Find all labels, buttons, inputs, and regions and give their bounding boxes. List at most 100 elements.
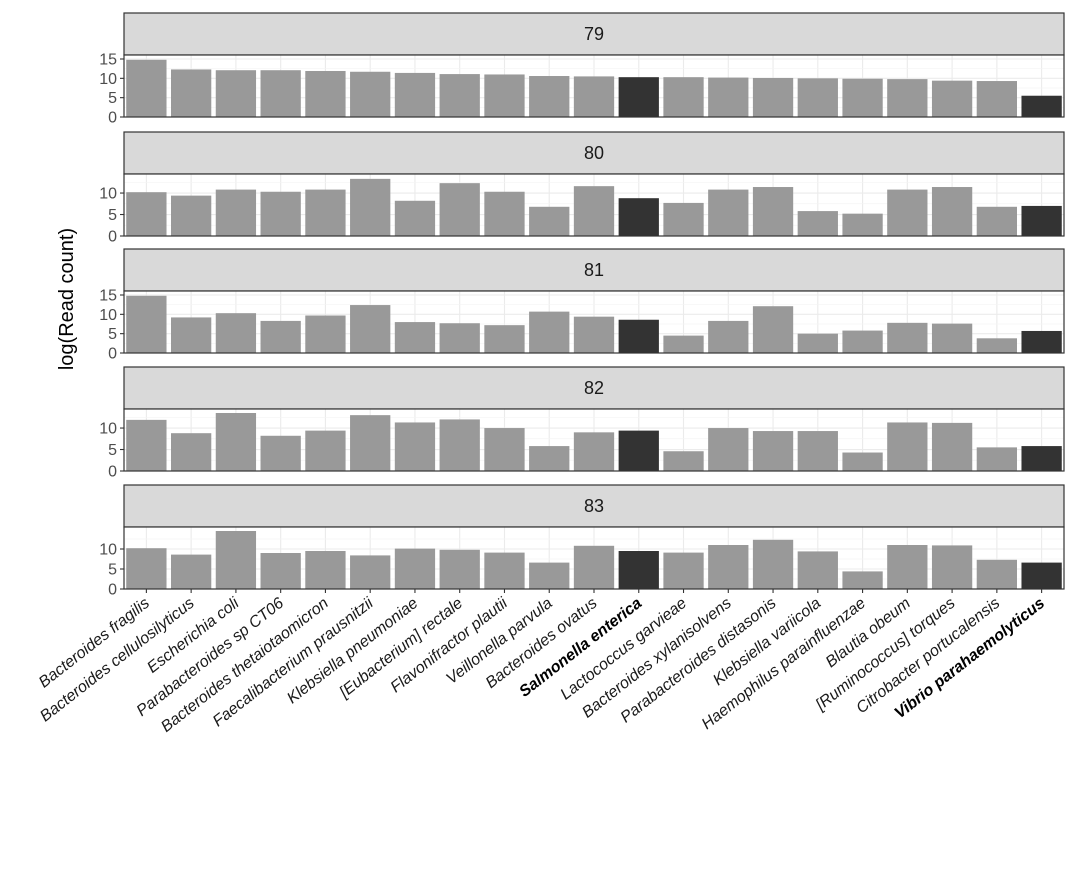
bar-bacteroides-thetaiotaomicron [305,430,346,471]
y-tick-label: 0 [108,229,117,246]
bar-bacteroides-cellulosilyticus [171,433,212,471]
bar-parabacteroides-sp-ct06 [260,435,301,471]
bar-escherichia-coli [215,531,257,589]
bar-parabacteroides-sp-ct06 [260,191,301,236]
bar-bacteroides-thetaiotaomicron [305,70,346,117]
bar-bacteroides-thetaiotaomicron [305,551,346,589]
bar-haemophilus-parainfluenzae [842,213,883,236]
y-tick-label: 0 [108,110,117,127]
bar-klebsiella-pneumoniae [394,72,436,117]
bar-parabacteroides-distasonis [752,306,794,353]
bar-bacteroides-cellulosilyticus [171,554,212,589]
bar-klebsiella-pneumoniae [394,200,436,236]
bar-veillonella-parvula [529,76,570,117]
bar-lactococcus-garvieae [663,451,704,471]
bar-lactococcus-garvieae [663,335,704,353]
bar-faecalibacterium-prausnitzii [350,71,391,117]
bar-salmonella-enterica [618,319,659,353]
panel-border [123,290,1065,354]
bar-veillonella-parvula [529,206,570,236]
bar-parabacteroides-sp-ct06 [260,553,301,589]
bar-eubacterium-rectale [439,183,480,236]
bar-citrobacter-portucalensis [976,338,1017,353]
y-tick-label: 5 [108,90,117,107]
bar-escherichia-coli [215,413,257,471]
bar-citrobacter-portucalensis [976,447,1017,471]
bar-bacteroides-xylanisolvens [708,189,749,236]
y-tick-label: 10 [99,542,117,559]
bar-vibrio-parahaemolyticus [1021,446,1062,471]
bar-citrobacter-portucalensis [976,81,1017,117]
bar-lactococcus-garvieae [663,202,704,236]
bar-vibrio-parahaemolyticus [1021,330,1062,353]
bar-haemophilus-parainfluenzae [842,452,883,471]
bar-salmonella-enterica [618,198,659,236]
bar-bacteroides-ovatus [573,316,615,353]
bar-parabacteroides-distasonis [752,539,794,589]
bar-haemophilus-parainfluenzae [842,330,883,353]
bar-klebsiella-variicola [797,551,838,589]
bar-blautia-obeum [887,79,928,117]
facet-panel-80: 80 0 5 10 [99,131,1065,246]
bar-bacteroides-ovatus [573,545,615,589]
facet-strip [123,366,1065,410]
bar-lactococcus-garvieae [663,77,704,117]
bar-klebsiella-variicola [797,78,838,117]
bar-ruminococcus-torques [931,545,973,589]
bar-escherichia-coli [215,313,257,353]
bar-eubacterium-rectale [439,419,480,471]
y-tick-label: 5 [108,207,117,224]
bar-haemophilus-parainfluenzae [842,571,883,589]
bar-klebsiella-pneumoniae [394,548,436,589]
bar-vibrio-parahaemolyticus [1021,95,1062,117]
bar-bacteroides-fragilis [126,419,167,471]
bar-bacteroides-cellulosilyticus [171,195,212,236]
bar-salmonella-enterica [618,77,659,117]
bar-bacteroides-fragilis [126,295,167,353]
y-tick-label: 0 [108,582,117,599]
bar-salmonella-enterica [618,430,659,471]
bar-citrobacter-portucalensis [976,559,1017,589]
bar-ruminococcus-torques [931,187,973,236]
bar-eubacterium-rectale [439,549,480,589]
y-tick-label: 10 [99,421,117,438]
bar-escherichia-coli [215,70,257,117]
bar-bacteroides-xylanisolvens [708,320,749,353]
panel-border [123,408,1065,472]
bar-bacteroides-thetaiotaomicron [305,189,346,236]
bar-veillonella-parvula [529,446,570,471]
bar-flavonifractor-plautii [484,552,525,589]
facet-strip-label: 81 [584,260,604,280]
bar-parabacteroides-sp-ct06 [260,70,301,117]
bar-parabacteroides-distasonis [752,431,794,471]
y-tick-label: 5 [108,326,117,343]
bar-escherichia-coli [215,189,257,236]
bar-parabacteroides-sp-ct06 [260,320,301,353]
bar-ruminococcus-torques [931,422,973,471]
y-tick-label: 10 [99,307,117,324]
bar-bacteroides-thetaiotaomicron [305,315,346,353]
bar-blautia-obeum [887,322,928,353]
bar-flavonifractor-plautii [484,74,525,117]
bar-bacteroides-cellulosilyticus [171,317,212,353]
bar-blautia-obeum [887,545,928,589]
bar-vibrio-parahaemolyticus [1021,205,1062,236]
bar-citrobacter-portucalensis [976,206,1017,236]
bar-veillonella-parvula [529,562,570,589]
y-axis-title: log(Read count) [56,228,78,370]
bar-bacteroides-ovatus [573,432,615,471]
y-tick-label: 0 [108,346,117,363]
facet-strip [123,12,1065,56]
bar-bacteroides-fragilis [126,59,167,117]
y-tick-label: 15 [99,288,117,305]
bar-lactococcus-garvieae [663,552,704,589]
bar-haemophilus-parainfluenzae [842,78,883,117]
bar-bacteroides-fragilis [126,192,167,236]
y-tick-label: 5 [108,562,117,579]
bar-faecalibacterium-prausnitzii [350,415,391,471]
bar-bacteroides-xylanisolvens [708,428,749,471]
bar-vibrio-parahaemolyticus [1021,562,1062,589]
y-tick-label: 10 [99,71,117,88]
